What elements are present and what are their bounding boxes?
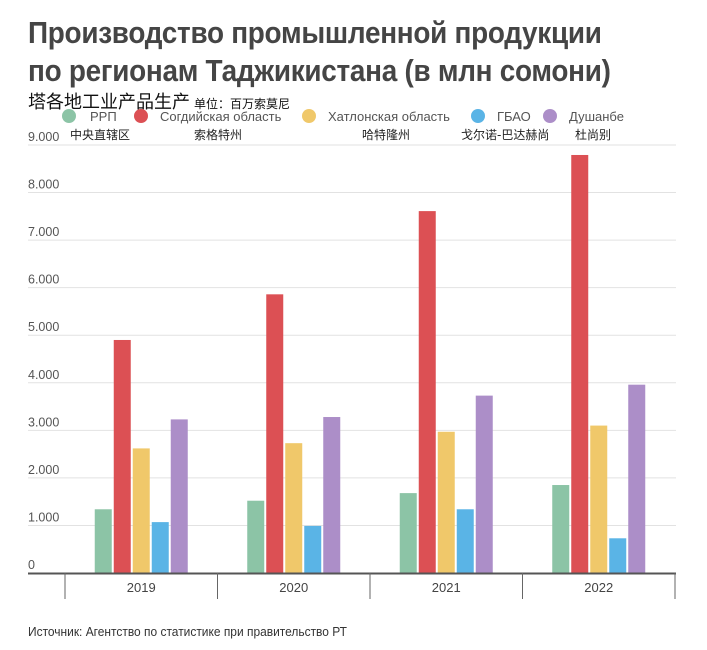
bar-2021-0	[399, 493, 417, 573]
bar-2021-1	[418, 211, 436, 573]
source-note: Источник: Агентство по статистике при пр…	[28, 624, 347, 639]
legend-label-cn-sughd: 索格特州	[194, 128, 243, 142]
bar-2022-1	[571, 154, 589, 573]
x-tick-label: 2020	[279, 580, 308, 595]
y-tick-label: 5.000	[28, 320, 59, 334]
y-tick-label: 0	[28, 558, 35, 572]
legend-swatch-rrp	[62, 109, 76, 123]
x-tick-label: 2021	[432, 580, 461, 595]
chart-subtitle: 塔各地工业产品生产 单位：百万索莫尼	[28, 88, 290, 114]
bar-2019-1	[113, 339, 131, 573]
x-tick-label: 2022	[584, 580, 613, 595]
bar-2022-3	[609, 538, 627, 573]
legend-label-sughd: Согдийская область	[160, 109, 282, 124]
y-tick-label: 4.000	[28, 368, 59, 382]
y-tick-label: 7.000	[28, 225, 59, 239]
chart-title-line-1: Производство промышленной продукции	[28, 15, 602, 50]
bar-2021-2	[437, 431, 455, 573]
legend-label-rrp: РРП	[90, 109, 117, 124]
chart-title-line-2: по регионам Таджикистана (в млн сомони)	[28, 53, 611, 88]
bars	[94, 154, 646, 573]
legend-swatch-khatlon	[302, 109, 316, 123]
bar-2020-2	[285, 443, 303, 573]
legend-label-cn-khatlon: 哈特隆州	[362, 128, 411, 142]
x-tick-label: 2019	[127, 580, 156, 595]
gridlines	[28, 144, 676, 526]
bar-2021-3	[456, 509, 474, 573]
y-tick-label: 1.000	[28, 510, 59, 524]
legend-label-gbao: ГБАО	[497, 109, 531, 124]
legend-label-cn-rrp: 中央直辖区	[70, 128, 131, 142]
bar-2020-4	[323, 417, 341, 573]
y-tick-label: 9.000	[28, 130, 59, 144]
legend-swatch-sughd	[134, 109, 148, 123]
bar-2019-3	[151, 522, 169, 573]
bar-2019-2	[132, 448, 150, 573]
legend-label-cn-dushanbe: 杜尚别	[575, 128, 612, 142]
y-axis-ticks: 0 1.000 2.000 3.000 4.000 5.000 6.000 7.000 8.00…	[28, 130, 59, 572]
legend-swatch-gbao	[471, 109, 485, 123]
y-tick-label: 3.000	[28, 415, 59, 429]
legend-label-dushanbe: Душанбе	[569, 109, 624, 124]
subtitle-cn-text: 塔各地工业产品生产	[28, 92, 190, 113]
bar-2021-4	[475, 395, 493, 573]
bar-2020-3	[304, 525, 322, 573]
bar-2020-0	[247, 500, 265, 573]
unit-label: 单位：百万索莫尼	[194, 97, 291, 111]
y-tick-label: 8.000	[28, 178, 59, 192]
legend: РРП 中央直辖区 Согдийская область 索格特州 Хатлон…	[0, 108, 707, 144]
y-tick-label: 2.000	[28, 463, 59, 477]
x-axis: 2019 2020 2021 2022	[28, 572, 676, 599]
bar-2019-4	[170, 419, 188, 573]
bar-2022-4	[628, 384, 646, 573]
legend-label-cn-gbao: 戈尔诺-巴达赫尚	[461, 128, 550, 142]
bar-2020-1	[266, 294, 284, 573]
bar-2022-2	[590, 425, 608, 573]
bar-2022-0	[552, 485, 570, 573]
bar-2019-0	[94, 509, 112, 573]
legend-swatch-dushanbe	[543, 109, 557, 123]
chart-title: Производство промышленной продукции по р…	[28, 14, 640, 90]
y-tick-label: 6.000	[28, 273, 59, 287]
legend-label-khatlon: Хатлонская область	[328, 109, 450, 124]
